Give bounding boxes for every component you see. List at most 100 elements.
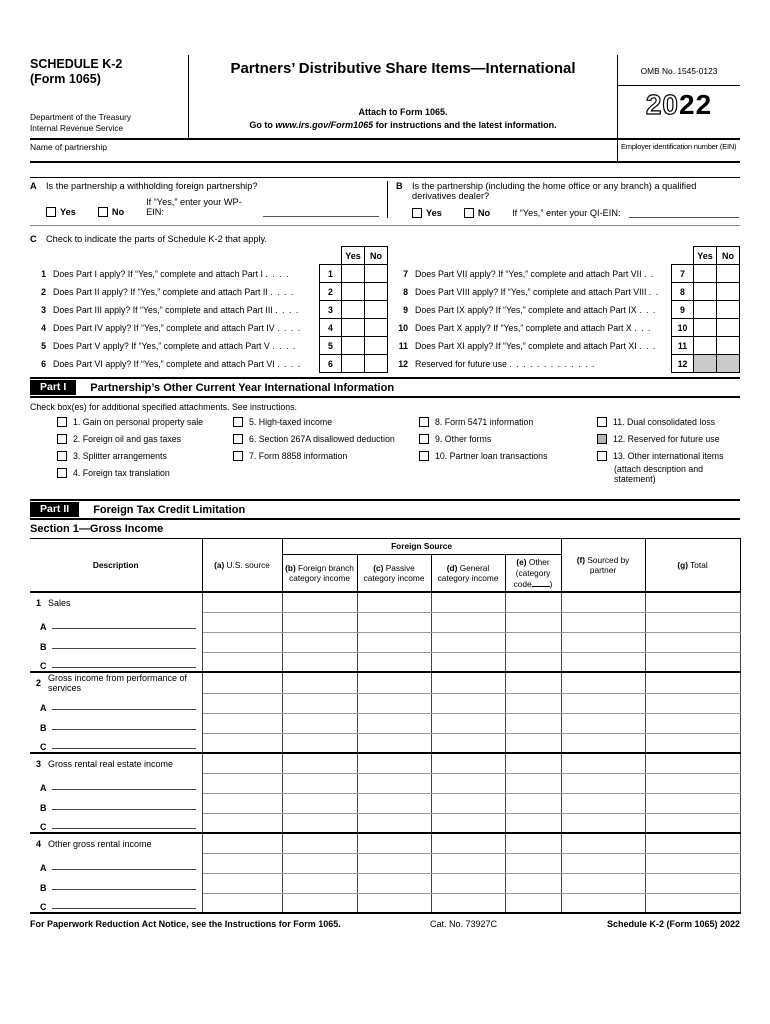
amount-cell-e[interactable] [504, 692, 562, 714]
amount-cell-c[interactable] [356, 692, 432, 714]
country-entry-line[interactable] [51, 648, 196, 650]
country-entry-line[interactable] [51, 789, 196, 791]
amount-cell-c[interactable] [356, 591, 432, 613]
attachment-checkbox[interactable] [233, 451, 243, 462]
amount-cell-g[interactable] [644, 832, 741, 854]
amount-cell-b[interactable] [281, 591, 358, 613]
amount-cell-f[interactable] [560, 732, 646, 754]
amount-cell-d[interactable] [430, 692, 506, 714]
attachment-checkbox[interactable] [233, 434, 243, 445]
country-entry-line[interactable] [51, 889, 196, 891]
no-answer-cell[interactable] [364, 264, 388, 283]
attachment-checkbox[interactable] [419, 451, 429, 462]
amount-cell-c[interactable] [356, 631, 432, 653]
yes-answer-cell[interactable] [693, 282, 717, 301]
amount-cell-d[interactable] [430, 892, 506, 915]
no-answer-cell[interactable] [364, 300, 388, 319]
no-answer-cell[interactable] [716, 336, 740, 355]
amount-cell-c[interactable] [356, 792, 432, 814]
amount-cell-d[interactable] [430, 611, 506, 633]
amount-cell-b[interactable] [281, 651, 358, 673]
amount-cell-g[interactable] [644, 772, 741, 794]
amount-cell-f[interactable] [560, 852, 646, 874]
amount-cell-a[interactable] [201, 651, 283, 673]
amount-cell-b[interactable] [281, 892, 358, 915]
amount-cell-e[interactable] [504, 772, 562, 794]
amount-cell-e[interactable] [504, 852, 562, 874]
amount-cell-f[interactable] [560, 892, 646, 915]
amount-cell-e[interactable] [504, 631, 562, 653]
amount-cell-f[interactable] [560, 671, 646, 694]
amount-cell-e[interactable] [504, 591, 562, 613]
amount-cell-g[interactable] [644, 671, 741, 694]
amount-cell-g[interactable] [644, 852, 741, 874]
amount-cell-b[interactable] [281, 752, 358, 774]
yes-answer-cell[interactable] [341, 354, 365, 373]
amount-cell-g[interactable] [644, 611, 741, 633]
amount-cell-f[interactable] [560, 872, 646, 894]
amount-cell-a[interactable] [201, 732, 283, 754]
amount-cell-d[interactable] [430, 752, 506, 774]
amount-cell-d[interactable] [430, 852, 506, 874]
country-entry-line[interactable] [51, 869, 196, 871]
amount-cell-d[interactable] [430, 712, 506, 734]
category-code-input[interactable] [531, 579, 550, 587]
amount-cell-a[interactable] [201, 712, 283, 734]
amount-cell-f[interactable] [560, 772, 646, 794]
amount-cell-b[interactable] [281, 772, 358, 794]
amount-cell-b[interactable] [281, 611, 358, 633]
amount-cell-a[interactable] [201, 872, 283, 894]
amount-cell-a[interactable] [201, 631, 283, 653]
amount-cell-a[interactable] [201, 892, 283, 915]
amount-cell-f[interactable] [560, 792, 646, 814]
amount-cell-g[interactable] [644, 812, 741, 834]
amount-cell-f[interactable] [560, 591, 646, 613]
amount-cell-b[interactable] [281, 671, 358, 694]
country-entry-line[interactable] [51, 667, 196, 669]
amount-cell-e[interactable] [504, 892, 562, 915]
country-entry-line[interactable] [51, 828, 196, 830]
amount-cell-b[interactable] [281, 872, 358, 894]
amount-cell-e[interactable] [504, 812, 562, 834]
amount-cell-b[interactable] [281, 732, 358, 754]
amount-cell-e[interactable] [504, 651, 562, 673]
amount-cell-f[interactable] [560, 611, 646, 633]
yes-checkbox[interactable] [46, 207, 56, 217]
amount-cell-d[interactable] [430, 772, 506, 794]
amount-cell-b[interactable] [281, 631, 358, 653]
amount-cell-e[interactable] [504, 611, 562, 633]
amount-cell-b[interactable] [281, 832, 358, 854]
attachment-checkbox[interactable] [57, 434, 67, 445]
amount-cell-a[interactable] [201, 832, 283, 854]
wp-ein-input[interactable] [263, 206, 379, 217]
amount-cell-g[interactable] [644, 591, 741, 613]
amount-cell-d[interactable] [430, 872, 506, 894]
country-entry-line[interactable] [51, 628, 196, 630]
amount-cell-d[interactable] [430, 832, 506, 854]
amount-cell-a[interactable] [201, 812, 283, 834]
yes-answer-cell[interactable] [693, 336, 717, 355]
partnership-name-field[interactable]: Name of partnership [30, 142, 108, 152]
amount-cell-d[interactable] [430, 812, 506, 834]
amount-cell-f[interactable] [560, 752, 646, 774]
amount-cell-g[interactable] [644, 712, 741, 734]
amount-cell-g[interactable] [644, 752, 741, 774]
attachment-checkbox[interactable] [597, 417, 607, 427]
attachment-checkbox[interactable] [57, 417, 67, 427]
attachment-checkbox[interactable] [597, 451, 607, 462]
amount-cell-b[interactable] [281, 712, 358, 734]
amount-cell-c[interactable] [356, 712, 432, 734]
amount-cell-b[interactable] [281, 692, 358, 714]
attachment-checkbox[interactable] [57, 468, 67, 479]
country-entry-line[interactable] [51, 709, 196, 711]
amount-cell-c[interactable] [356, 752, 432, 774]
amount-cell-f[interactable] [560, 832, 646, 854]
amount-cell-c[interactable] [356, 812, 432, 834]
amount-cell-g[interactable] [644, 631, 741, 653]
amount-cell-c[interactable] [356, 892, 432, 915]
amount-cell-e[interactable] [504, 832, 562, 854]
yes-answer-cell[interactable] [341, 300, 365, 319]
qi-ein-input[interactable] [628, 207, 739, 218]
amount-cell-c[interactable] [356, 611, 432, 633]
amount-cell-b[interactable] [281, 812, 358, 834]
